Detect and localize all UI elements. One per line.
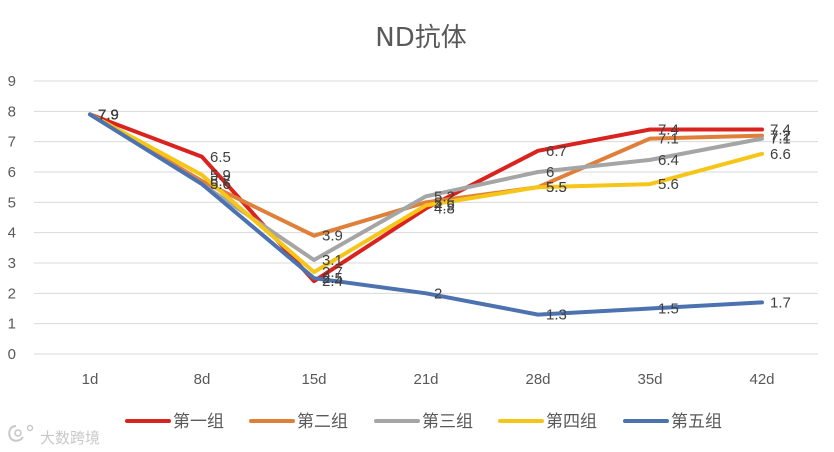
data-label: 5.6 [210,176,231,193]
data-label: 2 [434,285,442,302]
legend-label: 第一组 [173,412,224,432]
data-label: 4.9 [434,197,455,214]
watermark: 大数跨境 [8,424,100,447]
data-label: 5 [434,194,442,211]
chart-title: ND抗体 [375,23,466,53]
y-tick-label: 9 [8,73,16,90]
y-tick-label: 5 [8,194,16,211]
series-lines [88,112,764,317]
legend-item-1: 第一组 [125,412,224,432]
y-tick-label: 8 [8,103,16,120]
legend-label: 第五组 [671,412,722,432]
data-label: 7.4 [658,122,679,139]
data-label: 4.8 [434,200,455,217]
y-tick-label: 6 [8,164,16,181]
legend-label: 第三组 [422,412,473,432]
data-label: 6 [546,164,554,181]
data-label: 2.7 [322,264,343,281]
data-label: 6.6 [770,146,791,163]
x-tick-label: 35d [637,371,662,388]
data-label: 7.9 [98,106,119,123]
data-label: 5.6 [658,176,679,193]
data-label: 7.2 [770,128,791,145]
data-label: 3.1 [322,252,343,269]
y-tick-label: 1 [8,316,16,333]
series-line-5 [88,112,764,317]
data-label: 7.9 [98,106,119,123]
y-tick-label: 2 [8,285,16,302]
data-label: 2.5 [322,270,343,287]
data-label: 1.3 [546,307,567,324]
legend-item-4: 第四组 [498,412,597,432]
data-label: 6.7 [546,143,567,160]
legend-label: 第二组 [297,412,348,432]
data-label: 5.2 [434,188,455,205]
data-label: 7.9 [98,106,119,123]
data-label: 7.9 [98,106,119,123]
data-label: 5.6 [210,176,231,193]
data-label: 5.5 [546,179,567,196]
x-tick-label: 15d [301,371,326,388]
legend-item-3: 第三组 [374,412,473,432]
series-line-1 [88,112,764,284]
data-label: 6.5 [210,149,231,166]
data-labels: 7.96.52.44.86.77.4 7.47.95.73.955.57.1 7.2… [98,106,791,323]
legend: 第一组 第二组 第三组 第四组 第五组 [125,412,722,432]
data-label: 1.7 [770,294,791,311]
series-line-4 [88,112,764,275]
data-label: 5.5 [546,179,567,196]
data-label: 5.9 [210,167,231,184]
legend-item-2: 第二组 [249,412,348,432]
data-label: 7.1 [658,131,679,148]
data-label: 7.9 [98,106,119,123]
series-line-2 [88,112,764,238]
y-tick-label: 4 [8,225,16,242]
data-label: 2.4 [322,273,343,290]
data-label: 3.9 [322,228,343,245]
gridlines [34,80,818,355]
watermark-text: 大数跨境 [40,429,100,447]
y-tick-label: 3 [8,255,16,272]
legend-item-5: 第五组 [623,412,722,432]
data-label: 7.1 [770,131,791,148]
data-label: 1.5 [658,301,679,318]
data-label: 6.4 [658,152,679,169]
y-tick-label: 7 [8,134,16,151]
data-label: 5.7 [210,173,231,190]
y-axis-ticks: 0 1 2 3 4 5 6 7 8 9 [8,73,16,363]
x-tick-label: 28d [525,371,550,388]
watermark-logo-icon [8,424,34,442]
x-tick-label: 8d [194,371,211,388]
x-axis-ticks: 1d 8d 15d 21d 28d 35d 42d [82,371,775,388]
x-tick-label: 1d [82,371,99,388]
data-label: 7.4 [770,122,791,139]
x-tick-label: 42d [749,371,774,388]
x-tick-label: 21d [413,371,438,388]
y-tick-label: 0 [8,346,16,363]
legend-label: 第四组 [546,412,597,432]
